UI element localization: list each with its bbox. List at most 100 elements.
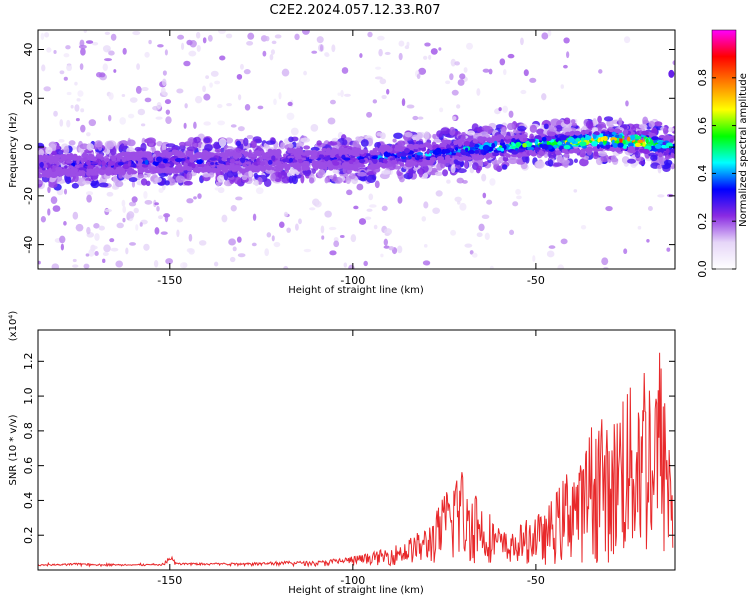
spectrogram-cell (70, 104, 74, 109)
spectrogram-cell (83, 30, 87, 34)
spectrogram-cell (372, 99, 378, 104)
spectrogram-cell (504, 135, 510, 140)
spectrogram-cell (234, 160, 240, 164)
spectrogram-cell (52, 205, 61, 212)
spectrogram-cell (457, 149, 462, 153)
spectrogram-cell (396, 152, 402, 158)
spectrogram-cell (235, 140, 242, 147)
spectrogram-cell (638, 160, 646, 165)
spectrogram-cell (78, 44, 87, 49)
spectrogram-cell (203, 121, 211, 126)
spectrogram-cell (56, 161, 60, 167)
spectrogram-cell (116, 153, 123, 158)
spectrogram-cell (548, 245, 556, 249)
spectrogram-ticks: -150 -100 -50 -40 -20 0 20 40 (22, 30, 675, 287)
spectrogram-cell (113, 69, 117, 73)
spectrogram-cell (454, 61, 460, 66)
spectrogram-cell (43, 164, 48, 169)
spectrogram-cell (139, 222, 143, 227)
spectrogram-cell (467, 149, 476, 154)
spectrogram-cell (476, 232, 483, 238)
spectrogram-cell (188, 248, 195, 255)
spectrogram-cell (397, 245, 403, 254)
spectrogram-cell (288, 143, 294, 149)
spectrogram-cell (310, 152, 317, 157)
spectrogram-cell (666, 247, 671, 252)
spectrogram-cell (214, 80, 221, 85)
spectrogram-cell (591, 126, 599, 133)
spectrogram-cell (445, 80, 451, 85)
spectrogram-cell (667, 127, 675, 133)
spectrogram-cell (327, 141, 338, 146)
spectrogram-cell (196, 45, 201, 52)
spectrogram-cell (578, 148, 586, 158)
spectrogram-cell (283, 265, 289, 269)
spectrogram-cell (372, 164, 376, 170)
spectrogram-cell (648, 120, 655, 128)
spectrogram-cell (483, 161, 489, 166)
spectrogram-cell (134, 146, 142, 152)
spectrogram-cell (121, 199, 126, 207)
spectrogram-cell (140, 142, 147, 152)
spectrogram-cell (83, 157, 88, 163)
spectrogram-cell (384, 51, 391, 55)
spectrogram-cell (138, 151, 145, 157)
spectrogram-cell (612, 142, 618, 148)
spectrogram-cell (398, 52, 403, 61)
spectrogram-cell (103, 244, 111, 253)
spectrogram-cell (144, 167, 149, 172)
spectrogram-cell (580, 225, 587, 230)
spectrogram-cell (610, 155, 617, 162)
spectrogram-cell (86, 143, 94, 151)
spectrogram-cell (520, 89, 527, 95)
spectrogram-cell (576, 138, 581, 142)
spectrogram-cell (491, 142, 496, 149)
spectrogram-cell (316, 140, 322, 146)
spectrogram-cell (79, 63, 84, 71)
spectrogram-cell (672, 60, 675, 66)
spectrogram-cell (501, 164, 508, 170)
spectrogram-cell (157, 215, 164, 220)
spectrogram-cell (157, 169, 162, 174)
spectrogram-cell (436, 130, 443, 138)
spectrogram-cell (506, 122, 515, 131)
spectrogram-cell (158, 187, 164, 194)
spectrogram-cell (508, 110, 514, 118)
spectrogram-y-label: Frequency (Hz) (8, 112, 19, 188)
spectrogram-cell (375, 66, 382, 70)
spectrogram-cell (563, 161, 569, 168)
spectrogram-cell (38, 149, 45, 157)
spectrogram-cell (98, 160, 102, 166)
snr-ticks: -150 -100 -50 0.2 0.4 0.6 0.8 1.0 1.2 (22, 330, 675, 587)
spectrogram-cell (614, 128, 621, 134)
spectrogram-cell (108, 114, 112, 122)
spectrogram-cell (318, 164, 325, 170)
snr-plot-area (38, 352, 674, 568)
spectrogram-cell (66, 64, 73, 72)
spectrogram-cell (555, 124, 563, 132)
spectrogram-cell (625, 100, 629, 107)
colorbar-tick-label: 0.8 (696, 69, 709, 87)
spectrogram-cell (358, 159, 366, 164)
spectrogram-cell (119, 117, 127, 125)
spectrogram-cell (442, 169, 449, 177)
spectrogram-cell (618, 117, 623, 126)
spectrogram-cell (610, 137, 618, 142)
spectrogram-cell (482, 192, 487, 199)
spectrogram-cell (398, 40, 405, 47)
spectrogram-cell (264, 165, 270, 170)
spectrogram-cell (404, 45, 410, 50)
spectrogram-cell (147, 155, 154, 161)
spectrogram-cell (569, 131, 575, 137)
spectrogram-cell (229, 256, 236, 263)
spectrogram-cell (122, 47, 127, 55)
spectrogram-cell (333, 240, 340, 248)
spectrogram-cell (203, 137, 211, 144)
spectrogram-cell (140, 178, 148, 186)
spectrogram-cell (191, 162, 196, 169)
spectrogram-cell (217, 120, 226, 126)
spectrogram-cell (458, 157, 465, 161)
spectrogram-cell (247, 32, 255, 40)
spectrogram-cell (51, 263, 60, 269)
spectrogram-cell (266, 232, 272, 238)
